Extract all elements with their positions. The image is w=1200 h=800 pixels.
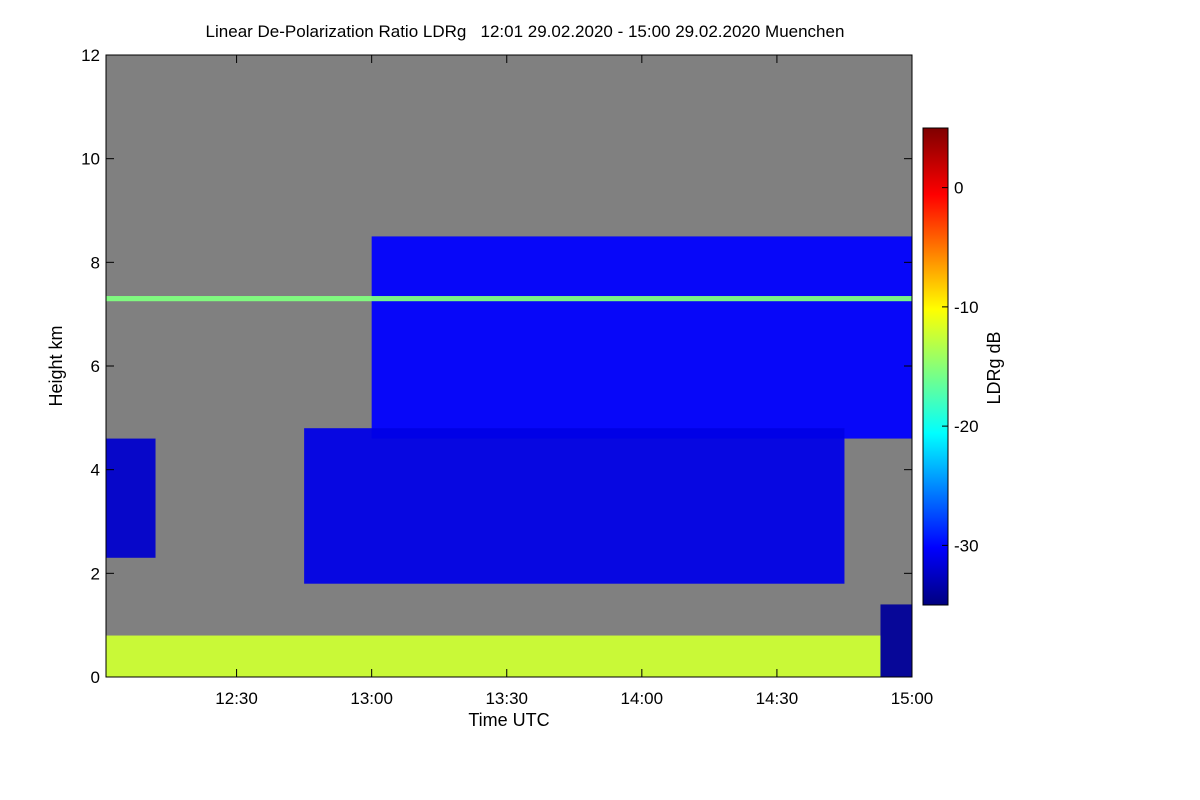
x-tick-label: 13:30 — [485, 689, 528, 708]
colorbar-tick-label: -30 — [954, 536, 979, 555]
y-axis-label: Height km — [46, 325, 66, 406]
feature-lower-cloud-band — [304, 428, 845, 584]
y-tick-label: 4 — [91, 461, 100, 480]
x-tick-label: 12:30 — [215, 689, 258, 708]
y-tick-label: 6 — [91, 357, 100, 376]
y-tick-label: 0 — [91, 668, 100, 687]
feature-early-low-cloud — [106, 438, 156, 558]
colorbar-tick-label: -10 — [954, 298, 979, 317]
chart-title: Linear De-Polarization Ratio LDRg 12:01 … — [205, 22, 845, 41]
y-tick-label: 8 — [91, 253, 100, 272]
colorbar — [922, 127, 949, 606]
feature-mid-level-ice-cloud — [371, 236, 912, 439]
x-tick-label: 15:00 — [891, 689, 934, 708]
feature-thin-layer-near-7-3-km — [106, 296, 912, 302]
y-tick-label: 2 — [91, 564, 100, 583]
x-tick-label: 13:00 — [350, 689, 393, 708]
x-axis-label: Time UTC — [468, 710, 549, 730]
x-tick-label: 14:00 — [621, 689, 664, 708]
y-tick-label: 12 — [81, 46, 100, 65]
colorbar-tick-label: 0 — [954, 179, 963, 198]
feature-low-cloud-end-of-period — [880, 604, 912, 677]
x-tick-label: 14:30 — [756, 689, 799, 708]
colorbar-label: LDRg dB — [984, 331, 1004, 404]
colorbar-tick-label: -20 — [954, 417, 979, 436]
feature-boundary-layer-aerosol — [106, 635, 881, 677]
y-tick-label: 10 — [81, 150, 100, 169]
